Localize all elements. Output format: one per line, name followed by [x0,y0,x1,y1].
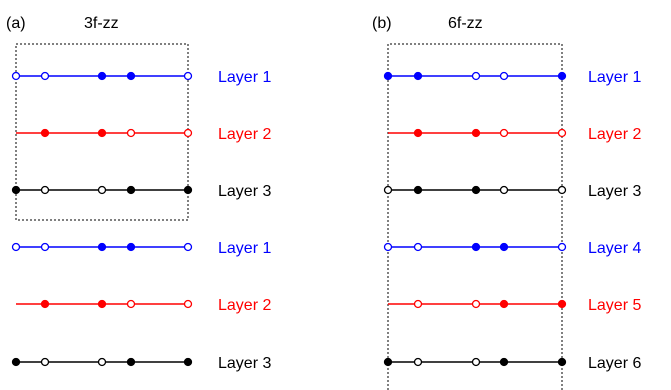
filled-site-dot [11,357,21,367]
open-site-dot [413,299,423,309]
filled-site-dot [97,71,107,81]
panel-b-unit-cell-box [387,43,563,390]
open-site-dot [499,128,509,138]
open-site-dot [471,299,481,309]
layer-label: Layer 2 [588,126,641,143]
panel-a-layers: Layer 1 Layer 2 Layer 3 Layer 1 Layer 2 Layer… [11,69,271,372]
filled-site-dot [40,128,50,138]
layer-label: Layer 1 [588,69,641,86]
open-site-dot [183,299,193,309]
filled-site-dot [383,357,393,367]
open-site-dot [11,71,21,81]
filled-site-dot [40,299,50,309]
layer-row: Layer 3 [11,183,271,200]
layer-row: Layer 1 [383,69,641,86]
layer-label: Layer 6 [588,355,641,372]
panel-b-layers: Layer 1 Layer 2 Layer 3 Layer 4 Layer 5 Layer… [383,69,641,372]
open-site-dot [40,71,50,81]
panel-a-title: 3f-zz [84,15,119,32]
open-site-dot [413,357,423,367]
open-site-dot [11,242,21,252]
filled-site-dot [471,242,481,252]
layer-label: Layer 1 [218,240,271,257]
filled-site-dot [126,185,136,195]
open-site-dot [557,128,567,138]
open-site-dot [183,128,193,138]
layer-row: Layer 2 [16,126,271,143]
filled-site-dot [557,299,567,309]
open-site-dot [499,185,509,195]
filled-site-dot [383,71,393,81]
layer-row: Layer 3 [383,183,641,200]
layer-label: Layer 2 [218,126,271,143]
filled-site-dot [557,357,567,367]
filled-site-dot [413,71,423,81]
filled-site-dot [499,299,509,309]
filled-site-dot [471,128,481,138]
open-site-dot [471,71,481,81]
layer-label: Layer 5 [588,297,641,314]
open-site-dot [499,71,509,81]
filled-site-dot [183,357,193,367]
open-site-dot [40,242,50,252]
filled-site-dot [413,185,423,195]
layer-row: Layer 1 [11,69,271,86]
open-site-dot [557,242,567,252]
layer-row: Layer 6 [383,355,641,372]
filled-site-dot [499,357,509,367]
layer-row: Layer 2 [388,126,641,143]
open-site-dot [126,128,136,138]
panel-a-tag: (a) [6,15,26,32]
open-site-dot [97,185,107,195]
layer-label: Layer 4 [588,240,641,257]
filled-site-dot [11,185,21,195]
open-site-dot [183,242,193,252]
layer-row: Layer 3 [11,355,271,372]
open-site-dot [383,185,393,195]
open-site-dot [183,71,193,81]
filled-site-dot [97,242,107,252]
filled-site-dot [413,128,423,138]
open-site-dot [413,242,423,252]
layer-label: Layer 3 [218,183,271,200]
layer-row: Layer 2 [16,297,271,314]
layer-row: Layer 1 [11,240,271,257]
panel-b-title: 6f-zz [448,15,483,32]
filled-site-dot [499,242,509,252]
open-site-dot [383,242,393,252]
panel-b-tag: (b) [372,15,392,32]
open-site-dot [40,357,50,367]
layer-label: Layer 2 [218,297,271,314]
layer-label: Layer 3 [588,183,641,200]
filled-site-dot [97,128,107,138]
filled-site-dot [557,71,567,81]
open-site-dot [557,185,567,195]
layer-row: Layer 5 [388,297,641,314]
open-site-dot [471,357,481,367]
filled-site-dot [183,185,193,195]
layer-label: Layer 3 [218,355,271,372]
filled-site-dot [126,357,136,367]
filled-site-dot [471,185,481,195]
open-site-dot [126,299,136,309]
open-site-dot [97,357,107,367]
filled-site-dot [126,242,136,252]
filled-site-dot [126,71,136,81]
filled-site-dot [97,299,107,309]
layer-row: Layer 4 [383,240,641,257]
layer-label: Layer 1 [218,69,271,86]
open-site-dot [40,185,50,195]
